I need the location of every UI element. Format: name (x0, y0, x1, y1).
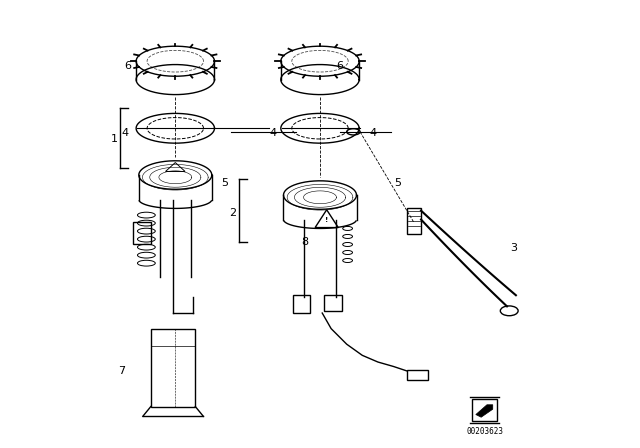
Text: 00203623: 00203623 (466, 427, 503, 436)
Text: 4: 4 (269, 128, 277, 138)
Bar (151, 329, 195, 406)
Text: 7: 7 (118, 366, 125, 376)
Text: 8: 8 (301, 237, 308, 247)
Text: 4: 4 (370, 128, 377, 138)
Text: 6: 6 (124, 61, 131, 71)
Bar (324, 295, 342, 311)
Text: 1: 1 (111, 134, 118, 144)
Bar (293, 295, 310, 313)
Bar (407, 370, 428, 380)
Polygon shape (476, 405, 493, 417)
Bar (407, 208, 421, 234)
Text: 6: 6 (337, 61, 344, 71)
Text: 3: 3 (510, 243, 517, 254)
Bar (133, 222, 151, 244)
Bar (472, 400, 497, 421)
Text: 5: 5 (394, 178, 401, 188)
Text: 2: 2 (230, 208, 237, 218)
Text: 4: 4 (122, 128, 129, 138)
Text: !: ! (325, 217, 328, 223)
Text: 5: 5 (221, 178, 228, 188)
